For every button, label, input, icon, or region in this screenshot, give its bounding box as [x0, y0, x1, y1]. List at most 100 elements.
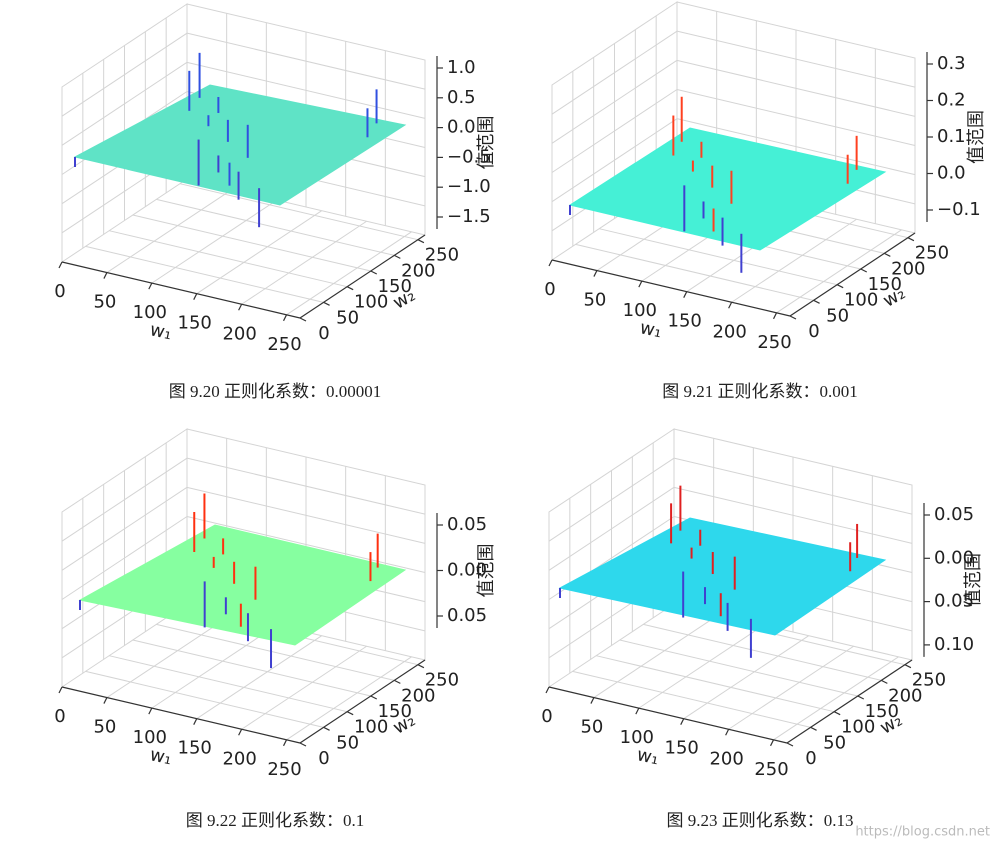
- y-tick-label: 50: [336, 307, 359, 328]
- x-tick-label: 0: [544, 279, 555, 300]
- grid-line: [673, 457, 913, 515]
- grid-line: [85, 670, 324, 728]
- surface: [558, 517, 887, 636]
- tick: [683, 291, 688, 298]
- tick: [593, 270, 598, 277]
- x-tick-label: 100: [133, 727, 167, 748]
- grid-line: [61, 61, 188, 146]
- surface: [568, 127, 887, 251]
- z-tick-label: 1.0: [447, 57, 476, 78]
- tick: [786, 742, 794, 747]
- grid-line: [186, 486, 426, 544]
- grid-line: [673, 486, 913, 544]
- x-tick-label: 150: [665, 738, 699, 759]
- tick: [590, 697, 595, 704]
- grid-line: [593, 614, 720, 698]
- grid-line: [776, 229, 902, 314]
- z-tick-label: 0.3: [937, 53, 966, 74]
- tick: [323, 301, 330, 306]
- caption: 图 9.21 正则化系数：0.001: [662, 382, 858, 401]
- caption: 图 9.23 正则化系数：0.13: [667, 811, 854, 830]
- grid-line: [241, 645, 367, 730]
- y-axis: [789, 232, 916, 317]
- grid-line: [596, 655, 835, 713]
- tick: [884, 252, 891, 257]
- grid-line: [61, 32, 188, 117]
- y-tick-label: 50: [336, 732, 359, 753]
- tick: [810, 726, 817, 731]
- tick: [193, 293, 198, 300]
- tick: [282, 739, 288, 747]
- figure: 0501001502002500501001502002500.30.20.10…: [544, 1, 987, 353]
- x-tick-label: 200: [222, 748, 256, 769]
- y-tick-label: 100: [354, 292, 388, 313]
- z-tick-label: 0.0: [937, 163, 966, 184]
- y-tick-label: 0: [805, 748, 816, 769]
- tick: [860, 268, 868, 273]
- grid-line: [61, 516, 188, 600]
- x-tick-label: 0: [541, 706, 552, 727]
- grid-line: [151, 624, 278, 709]
- tick: [58, 261, 63, 269]
- figure: 0501001502002500501001502002500.050.000.…: [54, 428, 497, 780]
- grid-line: [551, 89, 678, 173]
- z-tick-label: 0.00: [934, 547, 974, 568]
- z-axis-label: 值范围: [966, 110, 987, 164]
- tick: [545, 686, 550, 694]
- tick: [635, 707, 640, 715]
- x-tick-label: 200: [712, 321, 746, 342]
- x-tick-label: 200: [709, 748, 743, 769]
- x-axis-label: w₁: [148, 319, 174, 344]
- tick: [638, 280, 643, 288]
- y-tick-label: 0: [318, 748, 329, 769]
- grid-line: [643, 623, 882, 681]
- x-tick-label: 150: [178, 738, 212, 759]
- z-tick-label: 0.0: [447, 117, 476, 138]
- grid-line: [186, 516, 426, 573]
- x-tick-label: 100: [133, 302, 167, 323]
- grid-line: [85, 245, 324, 303]
- z-tick-label: 0.05: [447, 514, 487, 535]
- z-tick-label: −0.5: [447, 146, 491, 167]
- grid-line: [575, 243, 814, 301]
- watermark: https://blog.csdn.net: [855, 825, 990, 840]
- caption: 图 9.22 正则化系数：0.1: [186, 811, 365, 830]
- grid-line: [132, 214, 371, 272]
- y-tick-label: 200: [888, 685, 922, 706]
- y-tick-label: 100: [841, 717, 875, 738]
- caption: 图 9.20 正则化系数：0.00001: [169, 382, 382, 401]
- grid-line: [186, 61, 426, 119]
- y-axis: [299, 234, 426, 319]
- tick: [148, 707, 153, 715]
- grid-line: [109, 655, 348, 713]
- y-tick-label: 200: [401, 260, 435, 281]
- grid-line: [676, 59, 916, 117]
- tick: [346, 286, 354, 291]
- tick: [193, 718, 198, 725]
- z-tick-label: 0.5: [447, 87, 476, 108]
- y-tick-label: 150: [868, 274, 902, 295]
- tick: [881, 679, 888, 684]
- tick: [323, 726, 330, 731]
- grid-line: [683, 635, 809, 720]
- grid-line: [551, 118, 678, 203]
- tick: [394, 679, 401, 684]
- x-tick-label: 50: [93, 717, 116, 738]
- tick: [394, 254, 401, 259]
- x-axis-label: w₁: [638, 317, 664, 342]
- grid-line: [156, 198, 395, 256]
- grid-line: [286, 231, 412, 316]
- grid-line: [599, 228, 838, 286]
- y-tick-label: 200: [401, 685, 435, 706]
- x-axis-label: w₁: [148, 744, 174, 769]
- x-axis: [61, 686, 301, 744]
- z-tick-label: 0.05: [934, 591, 974, 612]
- z-tick-label: 0.05: [934, 504, 974, 525]
- grid-line: [619, 639, 858, 697]
- y-tick-label: 150: [378, 276, 412, 297]
- x-tick-label: 150: [178, 313, 212, 334]
- z-tick-label: −0.1: [937, 199, 981, 220]
- tick: [58, 686, 63, 694]
- tick: [833, 711, 841, 716]
- x-tick-label: 0: [54, 706, 65, 727]
